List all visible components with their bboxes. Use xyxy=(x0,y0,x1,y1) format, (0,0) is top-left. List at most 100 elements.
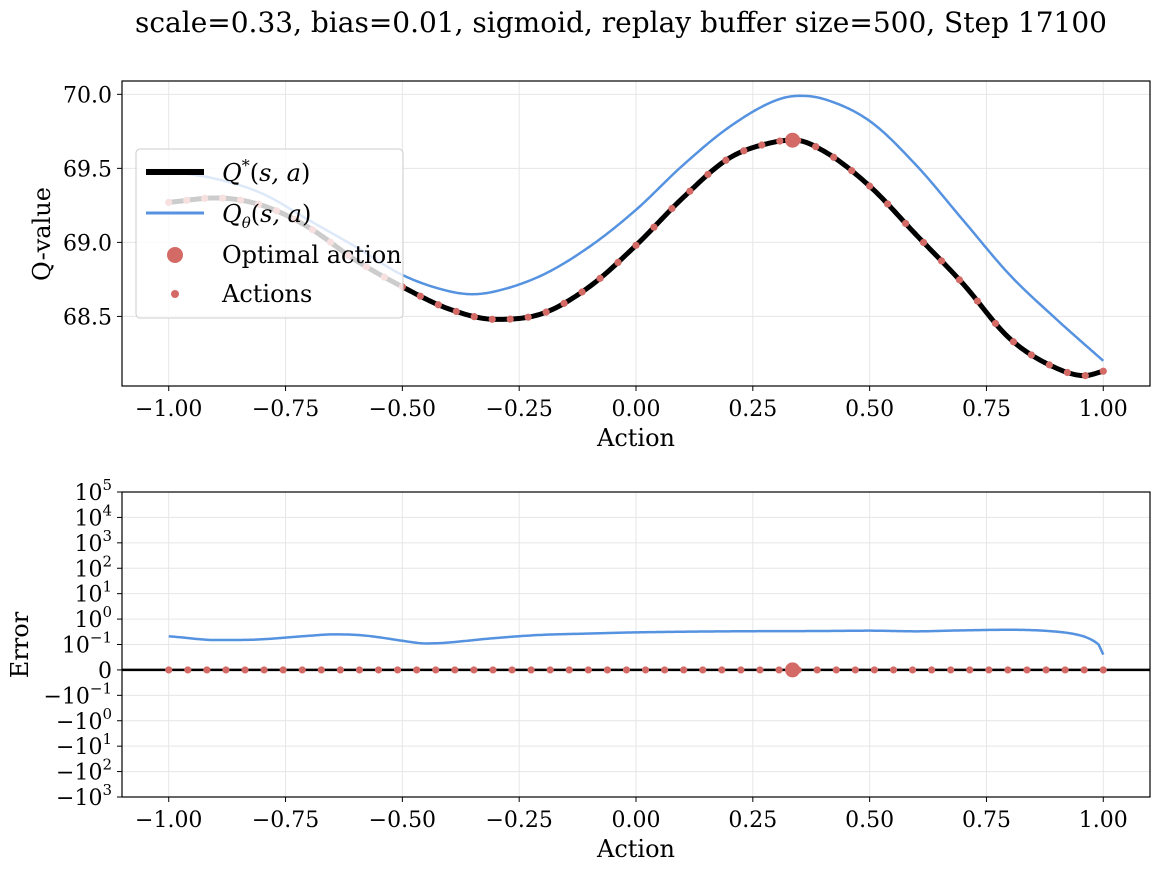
legend-optimal-action-label: Optimal action xyxy=(222,241,402,269)
q-value-action-point xyxy=(506,315,514,323)
error-y-label: Error xyxy=(6,611,34,678)
error-plot: −1.00 −0.75 −0.50 −0.25 0.00 0.25 0.50 0.75 1.00… xyxy=(6,476,1151,863)
error-action-point xyxy=(470,666,478,674)
error-action-point xyxy=(1004,666,1012,674)
q-value-plot: −1.00 −0.75 −0.50 −0.25 0.00 0.25 0.50 0.75 1.00… xyxy=(28,80,1151,452)
error-action-point xyxy=(908,666,917,674)
q-value-action-point xyxy=(884,200,892,208)
error-action-point xyxy=(699,666,707,674)
error-action-point xyxy=(374,666,383,674)
legend-actions-swatch xyxy=(171,290,179,298)
legend-actions-label: Actions xyxy=(221,280,312,308)
error-series xyxy=(122,628,1150,672)
error-action-point xyxy=(584,666,592,674)
q-value-action-point xyxy=(1081,372,1089,380)
q-value-x-tick-label-5: 0.25 xyxy=(728,397,777,422)
error-action-point xyxy=(527,666,535,674)
q-theta-error-line xyxy=(168,628,1105,656)
error-markers xyxy=(165,662,1107,678)
error-y-tick-label-10: −101 xyxy=(56,730,112,760)
figure-title: scale=0.33, bias=0.01, sigmoid, replay b… xyxy=(135,6,1107,39)
error-x-tick-label-0: −1.00 xyxy=(135,808,202,833)
error-action-point xyxy=(718,666,726,674)
error-action-point xyxy=(393,666,402,674)
q-value-action-point xyxy=(973,297,982,305)
error-y-ticks: 10510410310210110010−10−10−1−100−101−102… xyxy=(43,476,122,811)
q-value-action-point xyxy=(1099,367,1107,375)
error-action-point xyxy=(165,666,173,674)
q-value-x-tick-label-2: −0.50 xyxy=(369,397,436,422)
q-value-action-point xyxy=(776,137,784,145)
error-action-point xyxy=(756,666,764,674)
error-action-point xyxy=(222,666,230,674)
error-action-point xyxy=(737,666,745,674)
error-x-tick-label-2: −0.50 xyxy=(369,808,436,833)
error-action-point xyxy=(565,666,573,674)
q-value-x-tick-label-8: 1.00 xyxy=(1079,397,1128,422)
q-value-action-point xyxy=(542,308,550,316)
q-value-action-point xyxy=(560,299,568,307)
error-x-tick-label-8: 1.00 xyxy=(1079,808,1128,833)
error-action-point xyxy=(336,666,344,674)
legend: Q*(s, a) Qθ(s, a) Optimal action Actions xyxy=(135,148,404,319)
error-y-tick-label-5: 100 xyxy=(74,603,112,633)
q-value-action-point xyxy=(1063,368,1071,377)
error-action-point xyxy=(775,666,783,674)
q-value-action-point xyxy=(830,153,838,161)
q-value-x-tick-label-1: −0.75 xyxy=(252,397,319,422)
error-action-point xyxy=(203,666,211,674)
error-x-tick-label-3: −0.25 xyxy=(485,808,552,833)
error-action-point xyxy=(298,666,306,674)
q-value-optimal-action-point xyxy=(785,132,801,148)
error-x-ticks: −1.00 −0.75 −0.50 −0.25 0.00 0.25 0.50 0.75 1.00 xyxy=(135,797,1128,833)
q-value-y-ticks: 68.5 69.0 69.5 70.0 xyxy=(63,83,122,330)
q-value-action-point xyxy=(758,141,766,149)
error-action-point xyxy=(641,666,650,674)
error-action-point xyxy=(870,666,879,674)
q-value-action-point xyxy=(919,238,928,247)
q-value-action-point xyxy=(740,147,748,155)
error-y-tick-label-11: −102 xyxy=(56,756,112,786)
q-value-action-point xyxy=(650,223,658,231)
error-y-tick-label-0: 105 xyxy=(74,476,112,506)
q-value-action-point xyxy=(416,292,424,300)
error-action-point xyxy=(928,666,936,674)
q-value-action-point xyxy=(1045,361,1053,369)
error-action-point xyxy=(680,666,688,674)
q-value-action-point xyxy=(812,143,820,151)
q-value-action-point xyxy=(704,170,712,179)
q-value-action-point xyxy=(1027,351,1035,359)
error-action-point xyxy=(184,666,192,674)
error-y-tick-label-9: −100 xyxy=(56,705,112,735)
error-x-tick-label-1: −0.75 xyxy=(252,808,319,833)
error-action-point xyxy=(1061,666,1069,674)
error-action-point xyxy=(889,666,898,674)
error-action-point xyxy=(603,666,611,674)
q-value-y-tick-label-3: 70.0 xyxy=(63,83,112,108)
q-value-x-tick-label-3: −0.25 xyxy=(485,397,552,422)
q-value-action-point xyxy=(470,313,478,321)
q-value-action-point xyxy=(1009,338,1018,346)
error-x-tick-label-7: 0.75 xyxy=(962,808,1011,833)
legend-q-star-label: Q*(s, a) xyxy=(222,156,310,187)
error-x-tick-label-4: 0.00 xyxy=(612,808,661,833)
q-value-action-point xyxy=(848,167,856,175)
legend-q-theta-label: Qθ(s, a) xyxy=(222,200,311,232)
error-y-tick-label-2: 103 xyxy=(74,527,112,557)
error-action-point xyxy=(813,666,821,674)
error-action-point xyxy=(241,666,249,674)
error-action-point xyxy=(622,666,631,674)
error-action-point xyxy=(432,666,440,674)
error-action-point xyxy=(489,666,497,674)
legend-box xyxy=(135,148,404,319)
error-action-point xyxy=(508,666,516,674)
error-y-tick-label-8: −10−1 xyxy=(43,679,112,709)
q-value-action-point xyxy=(955,276,964,284)
error-y-tick-label-3: 102 xyxy=(74,552,112,582)
q-value-x-tick-label-4: 0.00 xyxy=(612,397,661,422)
error-optimal-action-point xyxy=(785,662,801,678)
error-action-point xyxy=(1099,666,1107,674)
q-value-x-ticks: −1.00 −0.75 −0.50 −0.25 0.00 0.25 0.50 0.75 1.00 xyxy=(135,386,1128,422)
q-value-action-point xyxy=(578,288,586,296)
